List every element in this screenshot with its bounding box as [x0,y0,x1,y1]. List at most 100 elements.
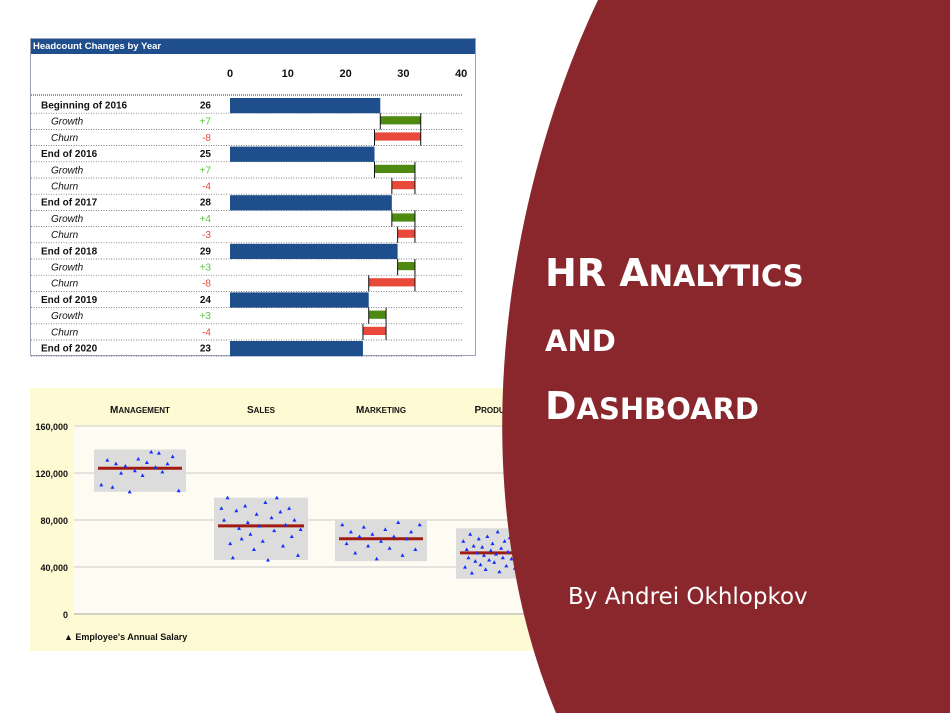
salary-point [144,460,149,465]
salary-point [506,549,511,554]
salary-point [266,557,271,562]
salary-point [357,534,362,539]
salary-point [488,548,493,553]
salary-point [269,515,274,520]
row-value-label: +7 [200,117,212,128]
salary-point [487,557,492,562]
department-header: MANAGEMENT [110,405,170,416]
headcount-chart-title: Headcount Changes by Year [31,39,475,54]
total-row-label: End of 2018 [41,246,98,257]
salary-point [396,520,401,524]
y-tick-label: 80,000 [40,516,68,526]
row-value-label: 26 [200,101,212,112]
y-tick-label: 120,000 [35,469,68,479]
salary-point [502,539,507,543]
row-value-label: +7 [200,165,212,176]
growth-bar [397,262,415,271]
row-value-label: 23 [200,344,212,355]
salary-point [243,503,248,508]
salary-point [413,547,418,551]
salary-legend: ▲ Employee's Annual Salary [64,632,187,642]
salary-point [176,488,181,493]
main-title-line-2: AND [545,324,616,358]
row-value-label: -4 [202,327,211,338]
salary-point [387,546,392,550]
salary-point [417,522,422,527]
salary-point [476,536,481,541]
y-tick-label: 40,000 [40,563,68,573]
salary-point [493,552,498,556]
salary-point [344,541,349,546]
salary-point [123,463,128,468]
salary-point [254,512,259,516]
salary-point [469,570,474,575]
salary-point [281,543,285,548]
salary-point [466,555,471,560]
salary-point [222,518,227,522]
salary-point [383,527,388,531]
churn-bar [368,278,415,287]
growth-row-label: Growth [51,165,84,176]
main-title: HR ANALYTICS AND DASHBOARD [545,243,945,444]
axis-tick-label: 30 [397,68,409,80]
salary-point [497,569,502,574]
salary-point [110,485,115,489]
churn-row-label: Churn [51,133,79,144]
salary-point [257,523,262,528]
salary-point [289,534,294,539]
row-value-label: 29 [200,246,212,257]
salary-point [483,567,488,571]
salary-point [225,495,230,500]
churn-row-label: Churn [51,327,79,338]
author-byline: By Andrei Okhlopkov [568,584,808,610]
salary-point [473,559,478,563]
salary-point [478,562,483,567]
salary-point [463,565,468,569]
main-title-line-3: DASHBOARD [545,384,759,428]
salary-point [287,506,292,510]
salary-chart-plot: 160,000 120,000 80,000 40,000 0 MANAGEMENT SAL… [35,405,560,642]
total-bar [230,146,375,162]
salary-point [230,555,235,560]
row-value-label: 24 [200,295,212,306]
salary-point [475,550,480,555]
growth-bar [368,310,387,319]
churn-row-label: Churn [51,230,79,241]
salary-point [480,545,485,549]
salary-point [136,456,141,461]
salary-point [149,449,154,454]
churn-bar [374,132,421,141]
headcount-chart: Headcount Changes by Year 0 10 20 30 40 Begin… [30,38,476,357]
salary-point [374,556,379,561]
y-tick-label: 0 [63,610,68,620]
salary-point [353,550,358,555]
growth-bar [380,116,421,125]
salary-point [366,543,371,548]
salary-point [113,461,118,466]
salary-point [292,518,297,522]
salary-point [99,482,104,487]
row-value-label: -8 [202,133,211,144]
salary-point [228,541,233,546]
salary-point [471,543,476,548]
salary-point [248,532,253,536]
salary-point [140,473,145,477]
salary-point [278,509,283,514]
row-value-label: 28 [200,198,212,209]
salary-point [298,527,303,531]
salary-point [295,553,300,557]
total-row-label: Beginning of 2016 [41,101,128,112]
row-value-label: -8 [202,279,211,290]
total-bar [230,98,381,114]
row-value-label: -3 [202,230,211,241]
row-value-label: +4 [200,214,212,225]
salary-point [500,555,505,560]
total-row-label: End of 2019 [41,295,98,306]
salary-point [105,458,110,462]
axis-tick-label: 10 [282,68,294,80]
churn-bar [397,229,415,238]
churn-bar [362,326,387,335]
salary-point [461,539,466,543]
growth-row-label: Growth [51,263,84,274]
